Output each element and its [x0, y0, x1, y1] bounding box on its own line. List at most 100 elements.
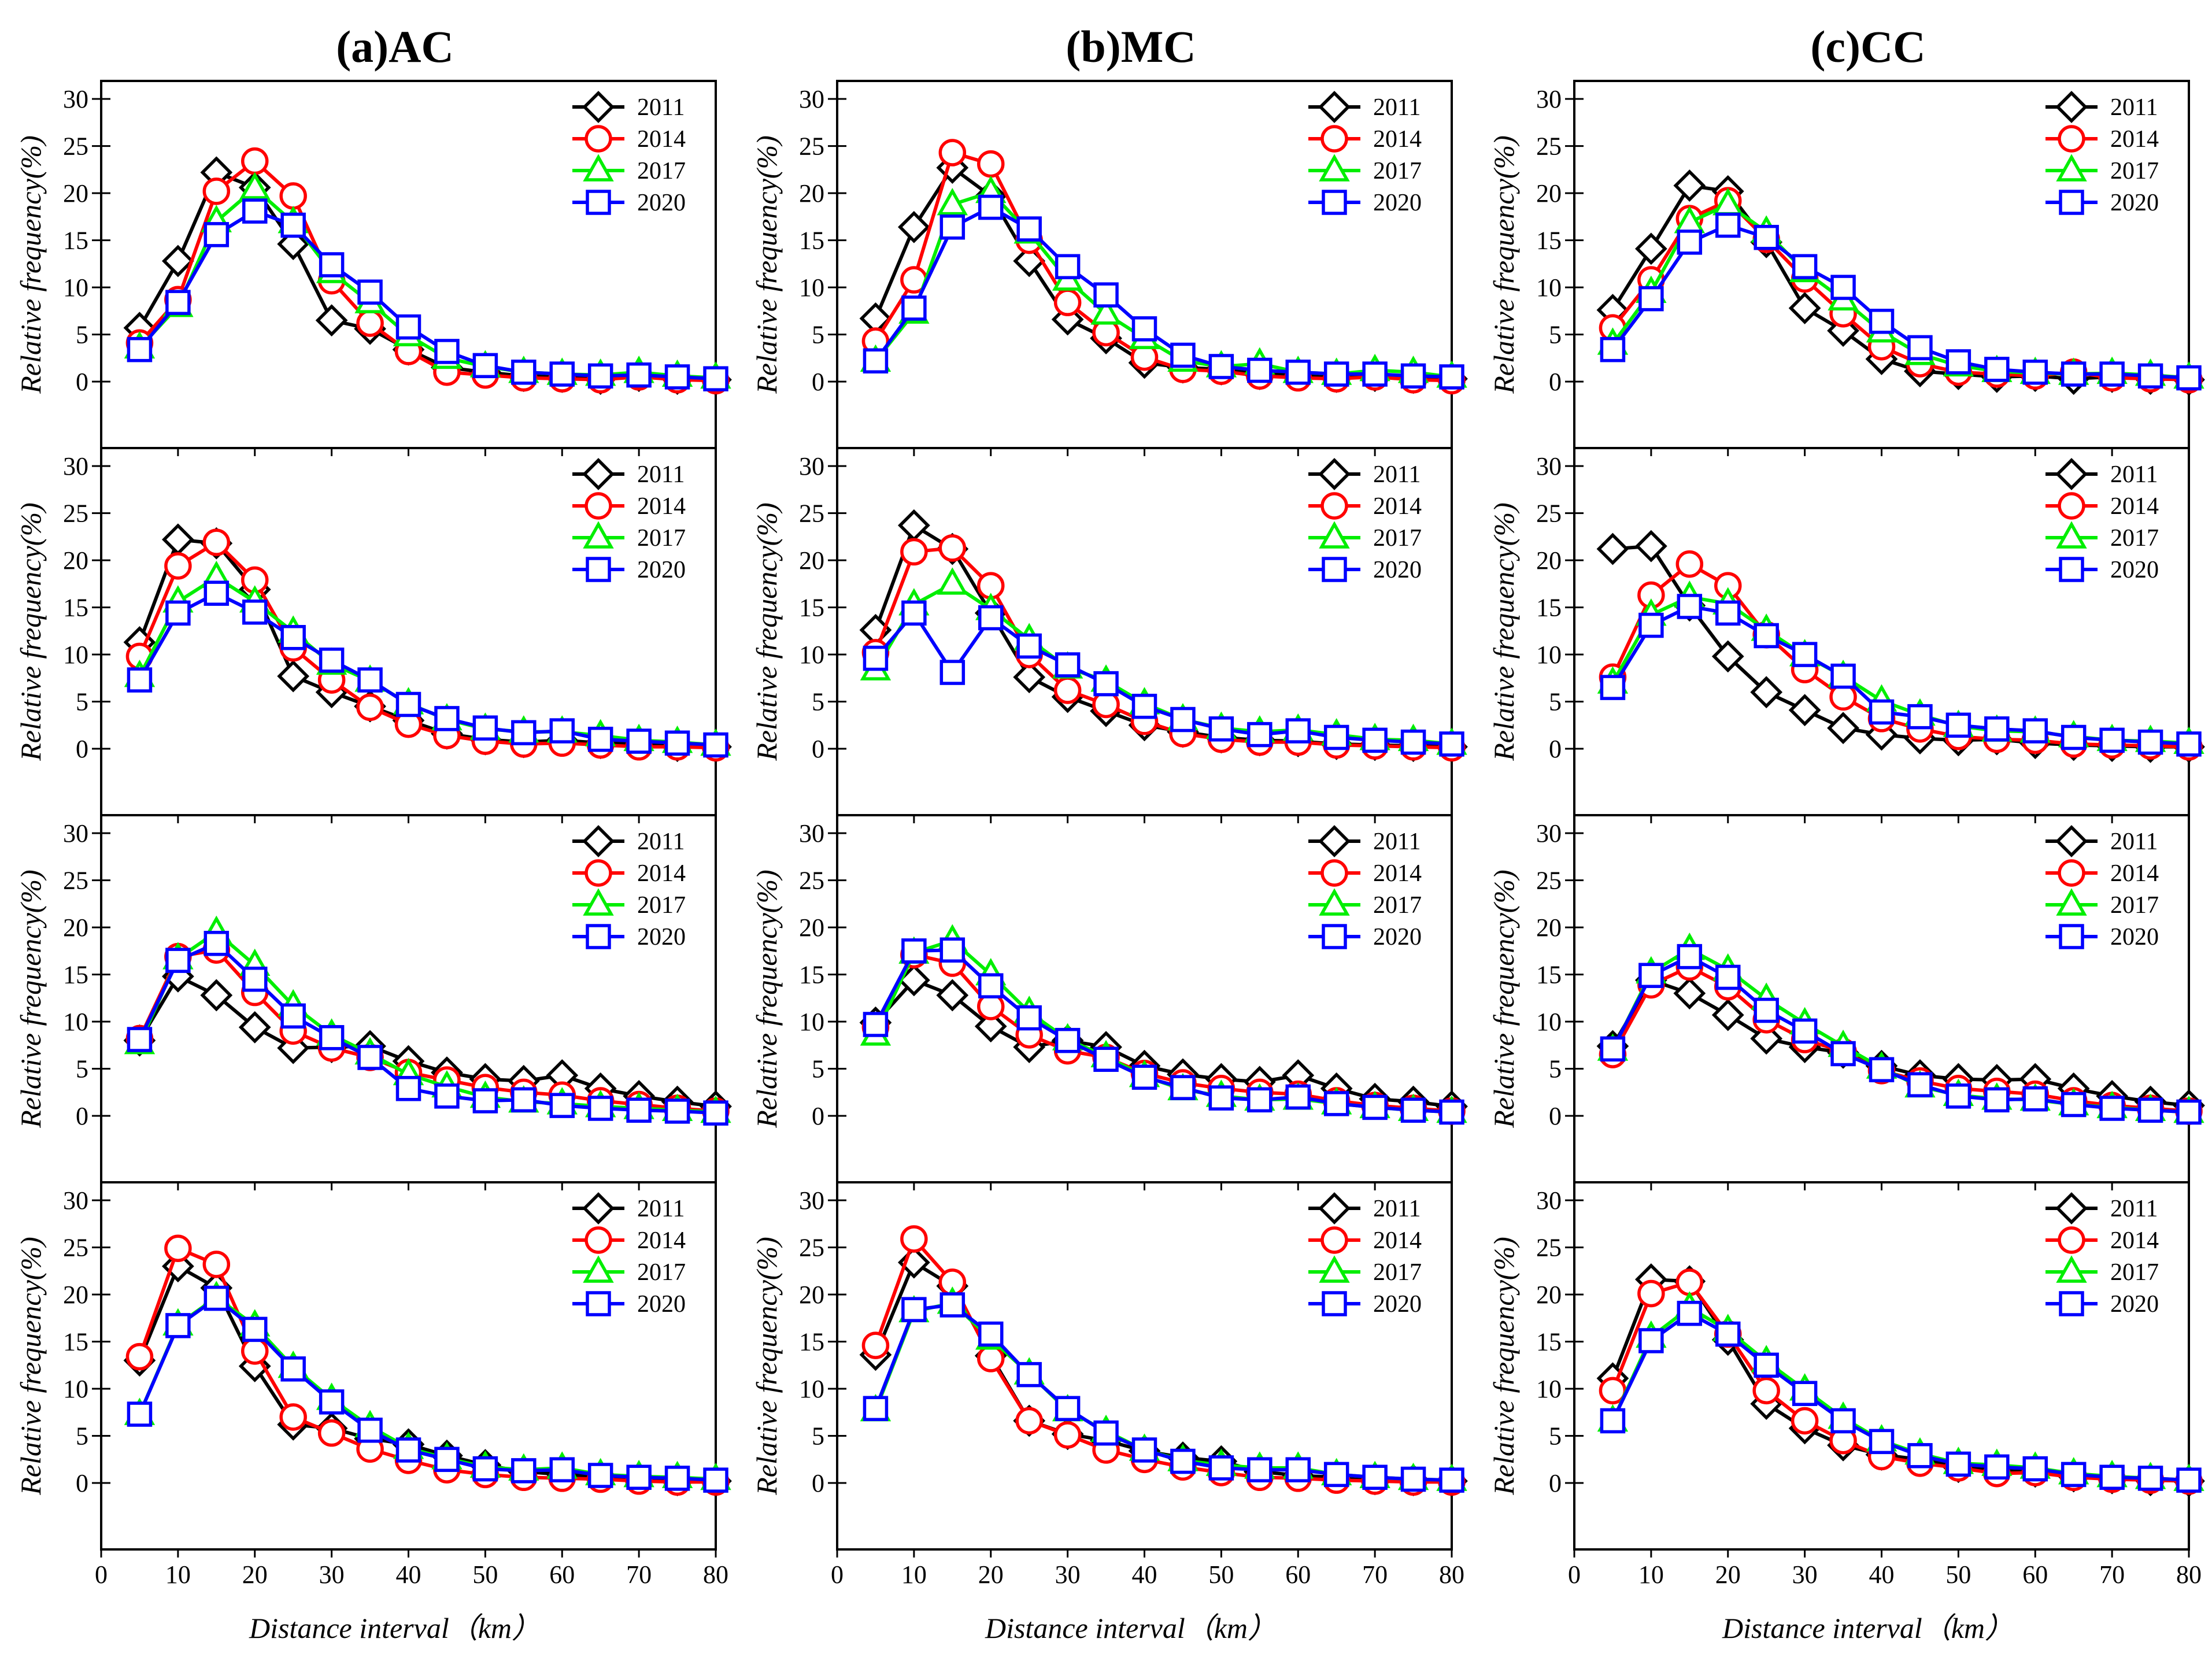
data-point-2020 [1677, 594, 1703, 619]
y-axis-label: Relative frequency(%) [750, 870, 783, 1129]
data-point-2020 [1055, 1027, 1081, 1053]
data-point-2020 [1055, 1396, 1081, 1422]
legend-marker-2014 [2058, 859, 2085, 887]
data-point-2014 [241, 147, 269, 175]
y-tick-label: 25 [1536, 500, 1562, 528]
panel-(b)MC-row-2: 0 5 10 15 20 25 30 Relative frequency(%) 2011 201… [750, 447, 1468, 823]
data-point-2020 [242, 966, 268, 992]
data-point-2020 [2022, 1456, 2048, 1482]
data-point-2020 [2022, 360, 2048, 385]
data-point-2020 [1754, 623, 1779, 649]
legend-marker-2017 [1319, 888, 1350, 916]
data-point-2020 [127, 1401, 153, 1427]
y-tick-label: 5 [76, 1422, 88, 1451]
data-point-2020 [1600, 1036, 1626, 1062]
y-tick-label: 0 [76, 1469, 88, 1497]
data-point-2020 [434, 1083, 460, 1109]
panel-(c)CC-row-2: 0 5 10 15 20 25 30 Relative frequency(%) 2011 201… [1488, 447, 2205, 823]
series-line-2020 [1611, 223, 2189, 380]
data-point-2020 [2099, 727, 2125, 753]
x-tick-label: 60 [2022, 1560, 2048, 1589]
y-tick-label: 15 [799, 594, 824, 622]
data-point-2020 [1016, 216, 1042, 242]
data-point-2020 [242, 198, 268, 224]
x-tick-label: 30 [1792, 1560, 1818, 1589]
y-tick-label: 10 [799, 1008, 824, 1036]
legend-label-2020: 2020 [1373, 924, 1422, 950]
data-point-2011 [1750, 676, 1783, 709]
data-point-2020 [1638, 612, 1664, 638]
legend-marker-2011 [2055, 458, 2088, 490]
legend-marker-2011 [582, 1192, 615, 1225]
data-point-2020 [939, 660, 966, 685]
data-point-2020 [978, 1321, 1004, 1347]
y-tick-label: 5 [76, 321, 88, 349]
x-tick-label: 70 [626, 1560, 652, 1589]
column-title-b: (b)MC [1066, 21, 1196, 72]
y-tick-label: 25 [63, 1234, 88, 1262]
legend-label-2011: 2011 [2110, 1196, 2158, 1222]
data-point-2020 [1945, 712, 1971, 738]
x-tick-label: 20 [978, 1560, 1004, 1589]
legend-marker-2014 [2058, 1226, 2085, 1254]
data-point-2014 [1053, 676, 1082, 704]
legend-label-2017: 2017 [637, 158, 686, 184]
data-point-2020 [1362, 727, 1388, 753]
data-point-2014 [202, 177, 231, 205]
data-point-2020 [319, 1025, 345, 1050]
legend-marker-2014 [2058, 492, 2085, 520]
data-point-2020 [1016, 633, 1042, 659]
data-point-2020 [395, 691, 421, 717]
data-point-2020 [165, 948, 191, 973]
y-tick-label: 5 [812, 321, 824, 349]
legend-marker-2020 [2059, 190, 2084, 215]
data-point-2020 [1016, 1005, 1042, 1031]
y-tick-label: 30 [1536, 452, 1562, 480]
legend-marker-2011 [2055, 1192, 2088, 1225]
legend-label-2020: 2020 [637, 1291, 686, 1318]
y-tick-label: 25 [1536, 867, 1562, 895]
data-point-2020 [1638, 286, 1664, 312]
legend-label-2014: 2014 [637, 126, 686, 153]
data-point-2020 [1907, 1072, 1933, 1098]
data-point-2020 [2022, 1086, 2048, 1112]
x-tick-label: 10 [165, 1560, 191, 1589]
legend-label-2020: 2020 [2110, 557, 2159, 583]
y-axis-label: Relative frequency(%) [750, 502, 783, 761]
data-point-2020 [242, 599, 268, 625]
data-point-2020 [2022, 718, 2048, 743]
data-point-2020 [626, 1097, 652, 1123]
data-point-2020 [2061, 361, 2087, 387]
data-point-2020 [511, 720, 537, 746]
data-point-2020 [703, 1467, 728, 1493]
data-point-2020 [587, 363, 613, 389]
data-point-2020 [664, 364, 690, 390]
data-point-2020 [1016, 1362, 1042, 1388]
x-tick-label: 30 [319, 1560, 345, 1589]
panel-(a)AC-row-1: 0 5 10 15 20 25 30 Relative frequency(%) 2011 201… [14, 80, 732, 456]
legend-marker-2014 [1320, 492, 1348, 520]
data-point-2020 [204, 1285, 230, 1311]
data-point-2020 [1638, 1328, 1664, 1353]
y-tick-label: 20 [799, 546, 824, 575]
y-tick-label: 5 [1549, 688, 1562, 716]
data-point-2020 [1362, 361, 1388, 387]
data-point-2020 [901, 1297, 927, 1322]
legend-marker-2020 [2059, 557, 2084, 582]
data-point-2020 [1984, 1087, 2010, 1113]
data-point-2014 [861, 1331, 890, 1359]
legend-label-2011: 2011 [1373, 828, 1421, 855]
series-line-2011 [1611, 184, 2189, 382]
y-tick-label: 15 [63, 1328, 88, 1356]
y-tick-label: 5 [812, 688, 824, 716]
data-point-2020 [280, 212, 306, 238]
legend-marker-2014 [585, 1226, 612, 1254]
data-point-2020 [626, 728, 652, 754]
legend-label-2014: 2014 [2110, 860, 2159, 887]
y-tick-label: 5 [1549, 321, 1562, 349]
y-tick-label: 10 [63, 273, 88, 302]
data-point-2020 [1323, 1462, 1349, 1488]
data-point-2020 [1093, 1420, 1119, 1446]
data-point-2020 [664, 1098, 690, 1124]
